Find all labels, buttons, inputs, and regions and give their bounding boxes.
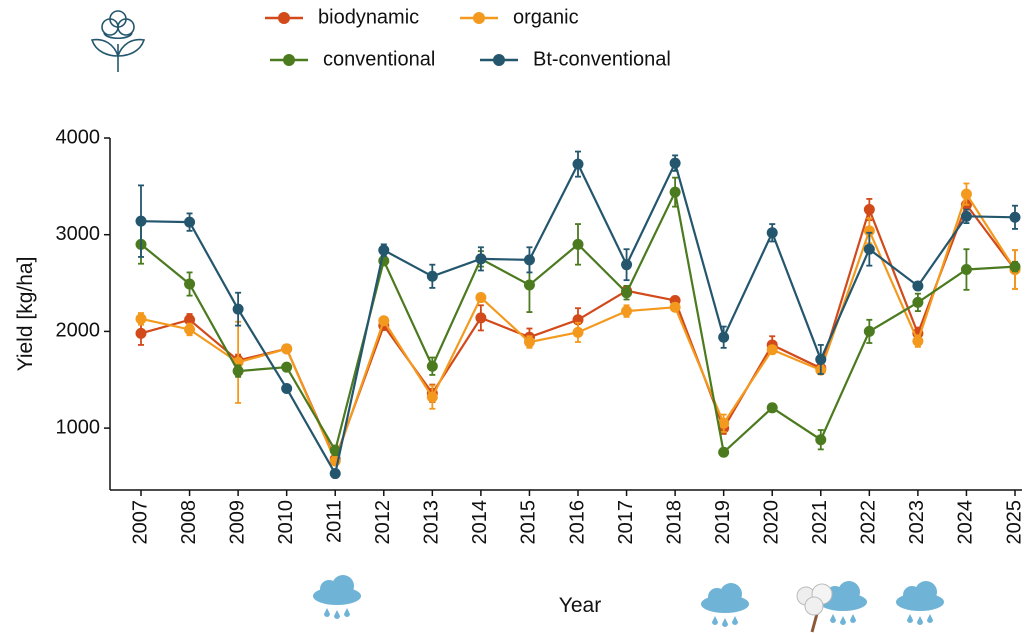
- data-point: [766, 227, 778, 239]
- data-point: [426, 360, 438, 372]
- legend-label: conventional: [323, 48, 435, 70]
- data-point: [718, 446, 730, 458]
- data-point: [281, 343, 293, 355]
- data-point: [523, 279, 535, 291]
- legend-marker: [283, 54, 295, 66]
- x-tick-label: 2013: [421, 500, 443, 545]
- data-point: [766, 344, 778, 356]
- data-point: [135, 215, 147, 227]
- x-tick-label: 2024: [955, 500, 977, 545]
- data-point: [960, 264, 972, 276]
- y-tick-label: 1000: [56, 416, 101, 438]
- data-point: [426, 391, 438, 403]
- data-point: [184, 323, 196, 335]
- data-point: [184, 216, 196, 228]
- data-point: [815, 434, 827, 446]
- series: [135, 182, 1021, 467]
- data-point: [232, 365, 244, 377]
- x-tick-label: 2015: [518, 500, 540, 545]
- data-point: [669, 157, 681, 169]
- cotton-boll-icon: [796, 583, 833, 633]
- data-point: [621, 305, 633, 317]
- data-point: [329, 468, 341, 480]
- data-point: [912, 280, 924, 292]
- legend-label: biodynamic: [318, 6, 419, 28]
- data-point: [718, 331, 730, 343]
- data-point: [281, 382, 293, 394]
- data-point: [912, 296, 924, 308]
- x-tick-label: 2021: [809, 500, 831, 545]
- x-axis-label: Year: [559, 594, 601, 617]
- data-point: [426, 270, 438, 282]
- x-tick-label: 2010: [275, 500, 297, 545]
- data-point: [863, 243, 875, 255]
- data-point: [135, 313, 147, 325]
- x-tick-label: 2008: [178, 500, 200, 545]
- data-point: [572, 158, 584, 170]
- data-point: [1009, 211, 1021, 223]
- data-point: [766, 402, 778, 414]
- data-point: [329, 444, 341, 456]
- data-point: [475, 253, 487, 265]
- data-point: [232, 303, 244, 315]
- data-point: [621, 287, 633, 299]
- x-tick-label: 2025: [1003, 500, 1025, 545]
- rain-icons: [313, 575, 944, 627]
- x-tick-label: 2018: [663, 500, 685, 545]
- data-point: [815, 353, 827, 365]
- legend-label: organic: [513, 6, 579, 28]
- data-point: [960, 188, 972, 200]
- y-tick-label: 4000: [56, 126, 101, 148]
- data-point: [378, 315, 390, 327]
- y-tick-label: 2000: [56, 320, 101, 342]
- data-point: [475, 292, 487, 304]
- data-point: [523, 254, 535, 266]
- data-point: [184, 314, 196, 326]
- data-point: [960, 210, 972, 222]
- y-axis-label: Yield [kg/ha]: [14, 257, 37, 372]
- data-point: [523, 336, 535, 348]
- x-tick-label: 2016: [566, 500, 588, 545]
- cotton-icon: [90, 10, 146, 72]
- data-point: [572, 238, 584, 250]
- x-tick-label: 2019: [712, 500, 734, 545]
- legend-marker: [278, 12, 290, 24]
- x-tick-label: 2020: [761, 500, 783, 545]
- data-point: [669, 301, 681, 313]
- data-point: [572, 326, 584, 338]
- x-tick-label: 2017: [615, 500, 637, 545]
- x-tick-label: 2014: [469, 500, 491, 545]
- legend-label: Bt-conventional: [533, 48, 671, 70]
- data-point: [1009, 261, 1021, 273]
- data-point: [281, 361, 293, 373]
- series: [135, 150, 1021, 480]
- x-tick-label: 2023: [906, 500, 928, 545]
- data-point: [184, 278, 196, 290]
- x-tick-label: 2022: [858, 500, 880, 545]
- data-point: [718, 417, 730, 429]
- x-tick-label: 2011: [324, 500, 346, 543]
- data-point: [135, 327, 147, 339]
- data-point: [863, 325, 875, 337]
- data-point: [475, 312, 487, 324]
- data-point: [863, 204, 875, 216]
- legend-marker: [473, 12, 485, 24]
- legend-marker: [493, 54, 505, 66]
- x-tick-label: 2007: [129, 500, 151, 545]
- x-tick-label: 2009: [226, 500, 248, 545]
- data-point: [912, 335, 924, 347]
- data-point: [378, 244, 390, 256]
- y-tick-label: 3000: [56, 223, 101, 245]
- data-point: [621, 259, 633, 271]
- x-tick-label: 2012: [372, 500, 394, 545]
- data-point: [669, 186, 681, 198]
